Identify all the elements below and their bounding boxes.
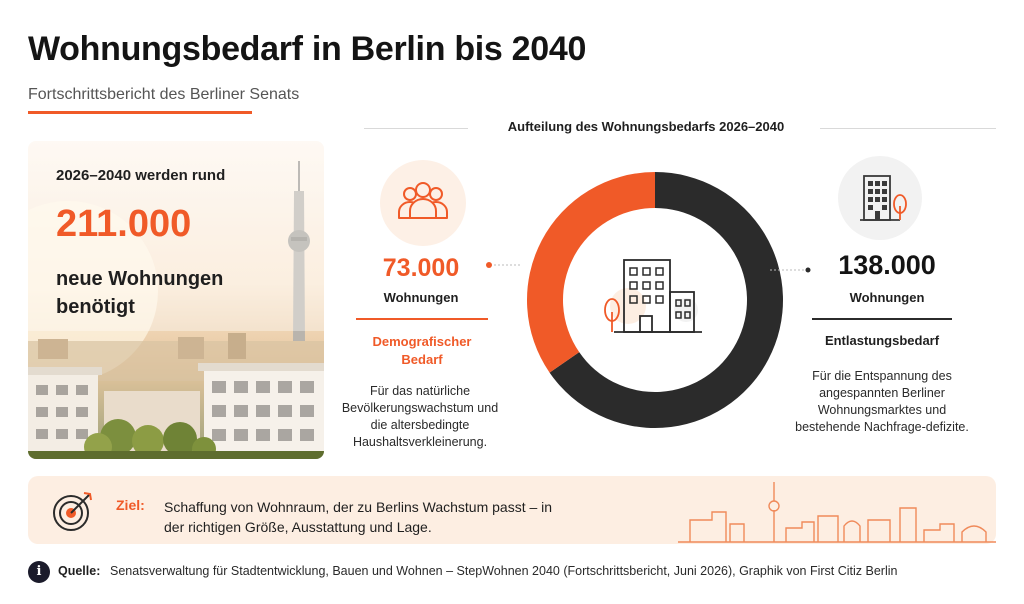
donut-slice-demografischer-bedarf	[527, 172, 655, 373]
relief-label: Entlastungsbedarf	[824, 333, 940, 348]
relief-leader-line	[770, 267, 811, 273]
info-icon: i	[28, 561, 50, 583]
donut-slice-entlastungsbedarf	[549, 172, 783, 428]
title-underline	[28, 111, 252, 114]
donut-chart	[527, 172, 783, 428]
relief-unit: Wohnungen	[849, 290, 925, 305]
relief-value: 138.000	[838, 250, 936, 280]
hero-number: 211.000	[56, 203, 192, 245]
goal-banner	[28, 476, 996, 544]
berlin-skyline-photo	[28, 141, 324, 459]
demographic-unit: Wohnungen	[383, 290, 459, 305]
hero-text: neue Wohnungen benötigt	[56, 268, 224, 318]
demographic-rule	[356, 318, 488, 320]
page-subtitle: Fortschrittsbericht des Berliner Senats	[28, 86, 300, 103]
hero-intro: 2026–2040 werden rund	[56, 167, 226, 184]
relief-description: Für die Entspannung des angespannten Ber…	[795, 369, 969, 434]
demographic-icon-badge	[380, 160, 466, 246]
demographic-value: 73.000	[382, 254, 460, 282]
people-group-icon	[398, 182, 448, 219]
relief-icon-badge	[838, 156, 922, 240]
section-rule-left	[364, 128, 468, 129]
source-label: Quelle:	[58, 564, 101, 578]
demographic-description: Für das natürliche Bevölkerungswachstum …	[341, 384, 499, 449]
demographic-leader-line	[486, 262, 520, 268]
chart-title: Aufteilung des Wohnungsbedarfs 2026–2040	[507, 119, 785, 134]
page-title: Wohnungsbedarf in Berlin bis 2040	[28, 30, 587, 68]
hero-card: 2026–2040 werden rund 211.000 neue Wohnu…	[28, 141, 324, 459]
goal-label: Ziel:	[116, 497, 145, 513]
target-icon	[53, 492, 92, 531]
source-text: Senatsverwaltung für Stadtentwicklung, B…	[110, 564, 898, 578]
city-buildings-icon	[597, 242, 713, 358]
goal-text: Schaffung von Wohnraum, der zu Berlins W…	[164, 499, 553, 535]
building-icon	[860, 175, 907, 221]
demographic-label: Demografischer Bedarf	[372, 334, 472, 367]
relief-rule	[812, 318, 952, 320]
section-rule-right	[820, 128, 996, 129]
berlin-skyline-outline	[678, 482, 996, 543]
